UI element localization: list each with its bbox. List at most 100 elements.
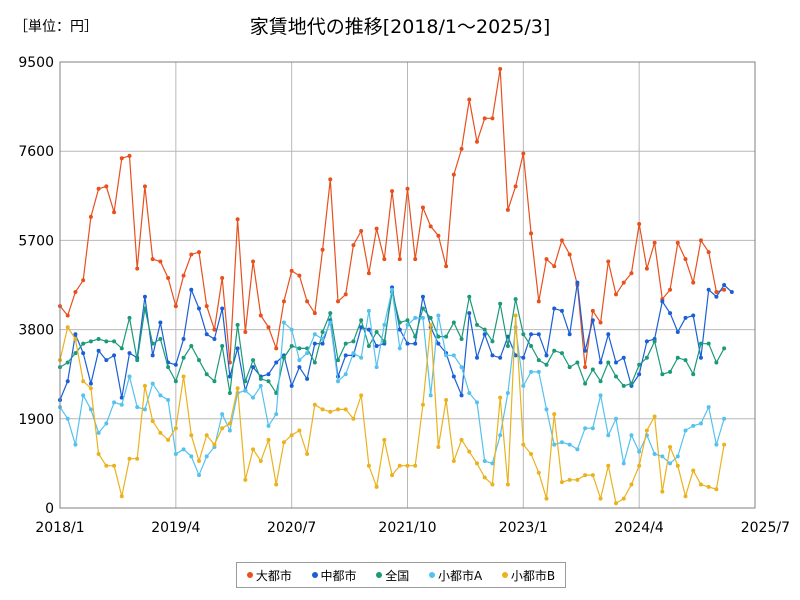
- data-point: [482, 459, 487, 464]
- data-point: [513, 353, 518, 358]
- data-point: [675, 454, 680, 459]
- data-point: [644, 266, 649, 271]
- data-point: [544, 362, 549, 367]
- data-point: [119, 395, 124, 400]
- data-point: [521, 151, 526, 156]
- data-point: [328, 409, 333, 414]
- data-point: [490, 461, 495, 466]
- legend-label: 大都市: [255, 568, 292, 583]
- data-point: [644, 428, 649, 433]
- data-point: [112, 353, 117, 358]
- data-point: [181, 447, 186, 452]
- data-point: [714, 442, 719, 447]
- data-point: [660, 372, 665, 377]
- data-point: [173, 304, 178, 309]
- data-point: [212, 379, 217, 384]
- data-point: [475, 461, 479, 466]
- data-point: [420, 294, 425, 299]
- data-point: [274, 482, 279, 487]
- data-point: [420, 402, 425, 407]
- data-point: [189, 433, 194, 438]
- data-point: [351, 416, 356, 421]
- data-point: [691, 280, 696, 285]
- data-point: [505, 207, 510, 212]
- data-point: [490, 353, 495, 358]
- x-tick-label: 2025/7: [741, 520, 790, 536]
- legend-item: 大都市: [246, 567, 292, 584]
- data-point: [235, 386, 240, 391]
- data-point: [235, 322, 240, 327]
- data-point: [150, 341, 155, 346]
- data-point: [451, 172, 456, 177]
- data-point: [258, 383, 263, 388]
- data-point: [142, 294, 147, 299]
- data-point: [150, 257, 155, 262]
- plot-area-frame: [59, 61, 756, 509]
- data-point: [467, 311, 472, 316]
- data-point: [675, 463, 680, 468]
- data-point: [660, 489, 665, 494]
- data-point: [436, 444, 441, 449]
- data-point: [166, 398, 171, 403]
- data-point: [390, 189, 395, 194]
- data-point: [289, 344, 294, 349]
- data-point: [212, 327, 217, 332]
- data-point: [312, 311, 317, 316]
- data-point: [668, 369, 673, 374]
- data-point: [204, 433, 209, 438]
- unit-label: ［単位：円］: [14, 19, 98, 35]
- data-point: [691, 313, 696, 318]
- data-point: [142, 407, 147, 412]
- data-point: [220, 426, 225, 431]
- data-point: [652, 339, 657, 344]
- data-point: [420, 306, 425, 311]
- data-point: [281, 440, 286, 445]
- data-point: [312, 332, 317, 337]
- data-point: [436, 341, 441, 346]
- data-point: [621, 461, 626, 466]
- data-point: [698, 355, 703, 360]
- data-point: [312, 402, 317, 407]
- data-point: [444, 334, 449, 339]
- data-point: [420, 205, 425, 210]
- data-point: [660, 454, 665, 459]
- data-point: [552, 306, 557, 311]
- data-point: [181, 336, 186, 341]
- data-point: [567, 442, 572, 447]
- data-point: [104, 463, 109, 468]
- series-line: [59, 291, 725, 395]
- data-point: [552, 348, 557, 353]
- data-point: [513, 313, 518, 318]
- series-3: [58, 287, 727, 478]
- data-point: [289, 327, 294, 332]
- data-point: [281, 355, 286, 360]
- data-point: [104, 339, 109, 344]
- data-point: [544, 496, 549, 501]
- data-point: [258, 459, 263, 464]
- data-point: [436, 334, 441, 339]
- data-point: [675, 355, 680, 360]
- data-point: [81, 379, 86, 384]
- data-point: [135, 358, 140, 363]
- data-point: [614, 501, 618, 506]
- legend-item: 全国: [376, 567, 409, 584]
- data-point: [729, 290, 734, 295]
- data-point: [606, 332, 611, 337]
- data-point: [614, 416, 618, 421]
- data-point: [482, 475, 487, 480]
- data-point: [529, 369, 534, 374]
- data-point: [583, 365, 588, 370]
- data-point: [158, 430, 163, 435]
- legend-label: 全国: [385, 568, 410, 583]
- data-point: [521, 355, 526, 360]
- x-tick-label: 2021/10: [378, 520, 436, 536]
- data-point: [706, 287, 711, 292]
- data-point: [366, 327, 371, 332]
- data-point: [722, 283, 727, 287]
- data-point: [366, 344, 371, 349]
- data-point: [644, 339, 649, 344]
- data-point: [73, 290, 78, 295]
- data-point: [444, 398, 449, 403]
- data-point: [251, 358, 256, 363]
- data-point: [691, 372, 696, 377]
